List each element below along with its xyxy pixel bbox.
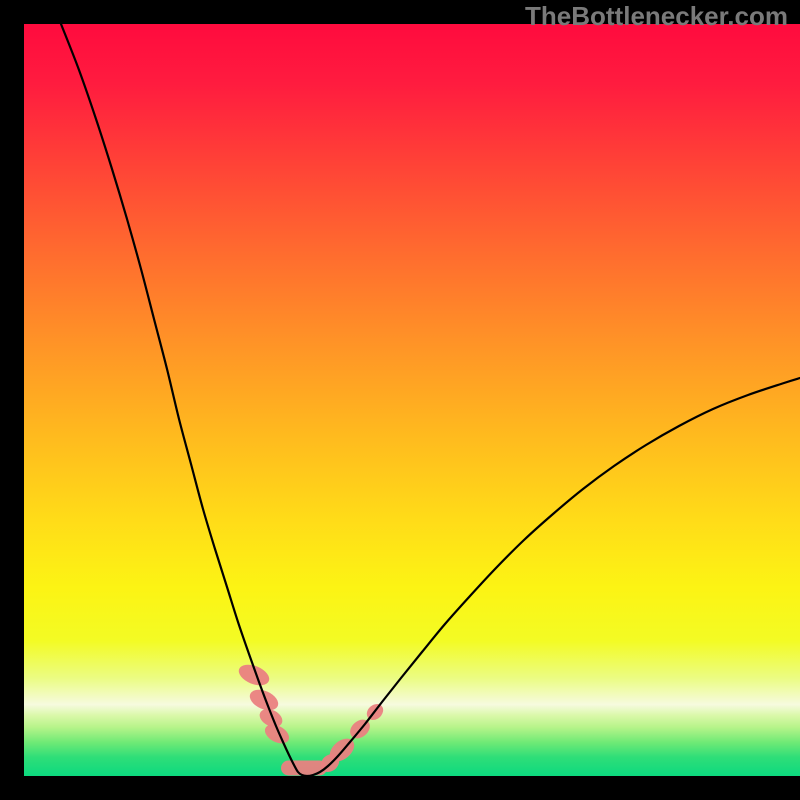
highlight-bar [281,761,327,776]
watermark-text: TheBottlenecker.com [525,1,788,32]
